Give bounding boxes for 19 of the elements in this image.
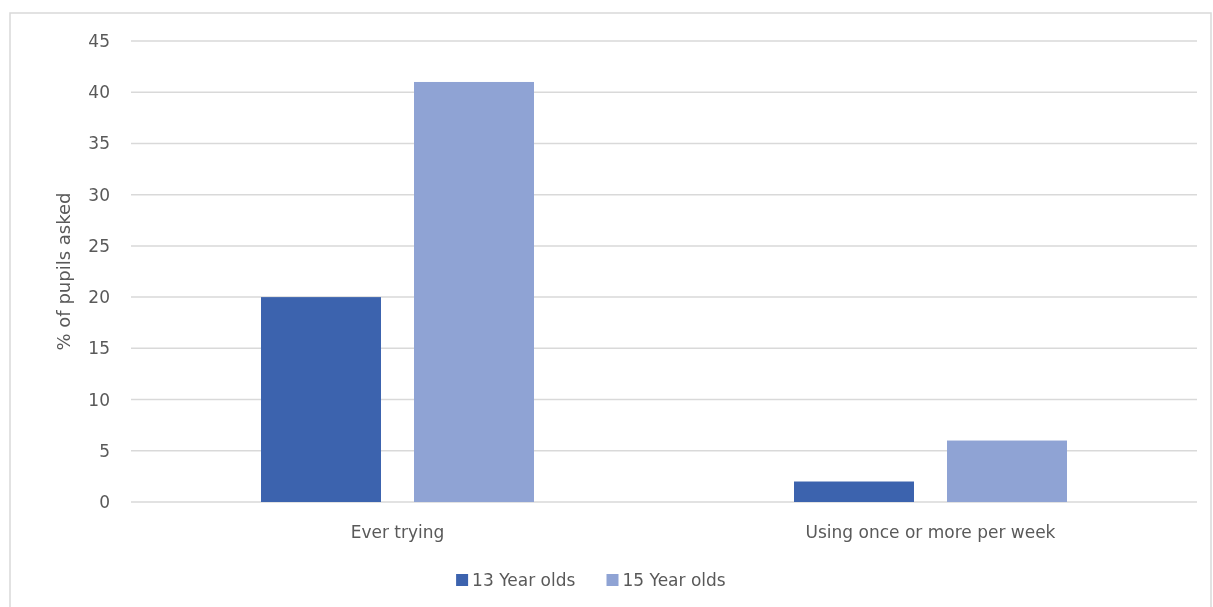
legend-label: 13 Year olds (472, 570, 576, 590)
y-tick-label: 20 (88, 287, 110, 308)
y-tick-label: 10 (88, 389, 110, 410)
x-tick-label: Using once or more per week (805, 522, 1056, 542)
y-tick-label: 45 (88, 31, 110, 51)
bar (947, 440, 1067, 502)
y-tick-label: 25 (88, 235, 110, 256)
y-tick-label: 0 (99, 492, 110, 512)
y-axis-title: % of pupils asked (52, 192, 74, 351)
legend-label: 15 Year olds (622, 570, 726, 590)
y-tick-label: 5 (99, 440, 110, 461)
bar (261, 297, 381, 502)
y-tick-label: 15 (88, 338, 110, 359)
bar (794, 481, 914, 502)
x-tick-label: Ever trying (350, 522, 445, 542)
y-tick-label: 35 (88, 133, 110, 154)
bar (414, 81, 534, 502)
y-tick-label: 30 (88, 184, 110, 205)
y-tick-label: 40 (88, 82, 110, 103)
